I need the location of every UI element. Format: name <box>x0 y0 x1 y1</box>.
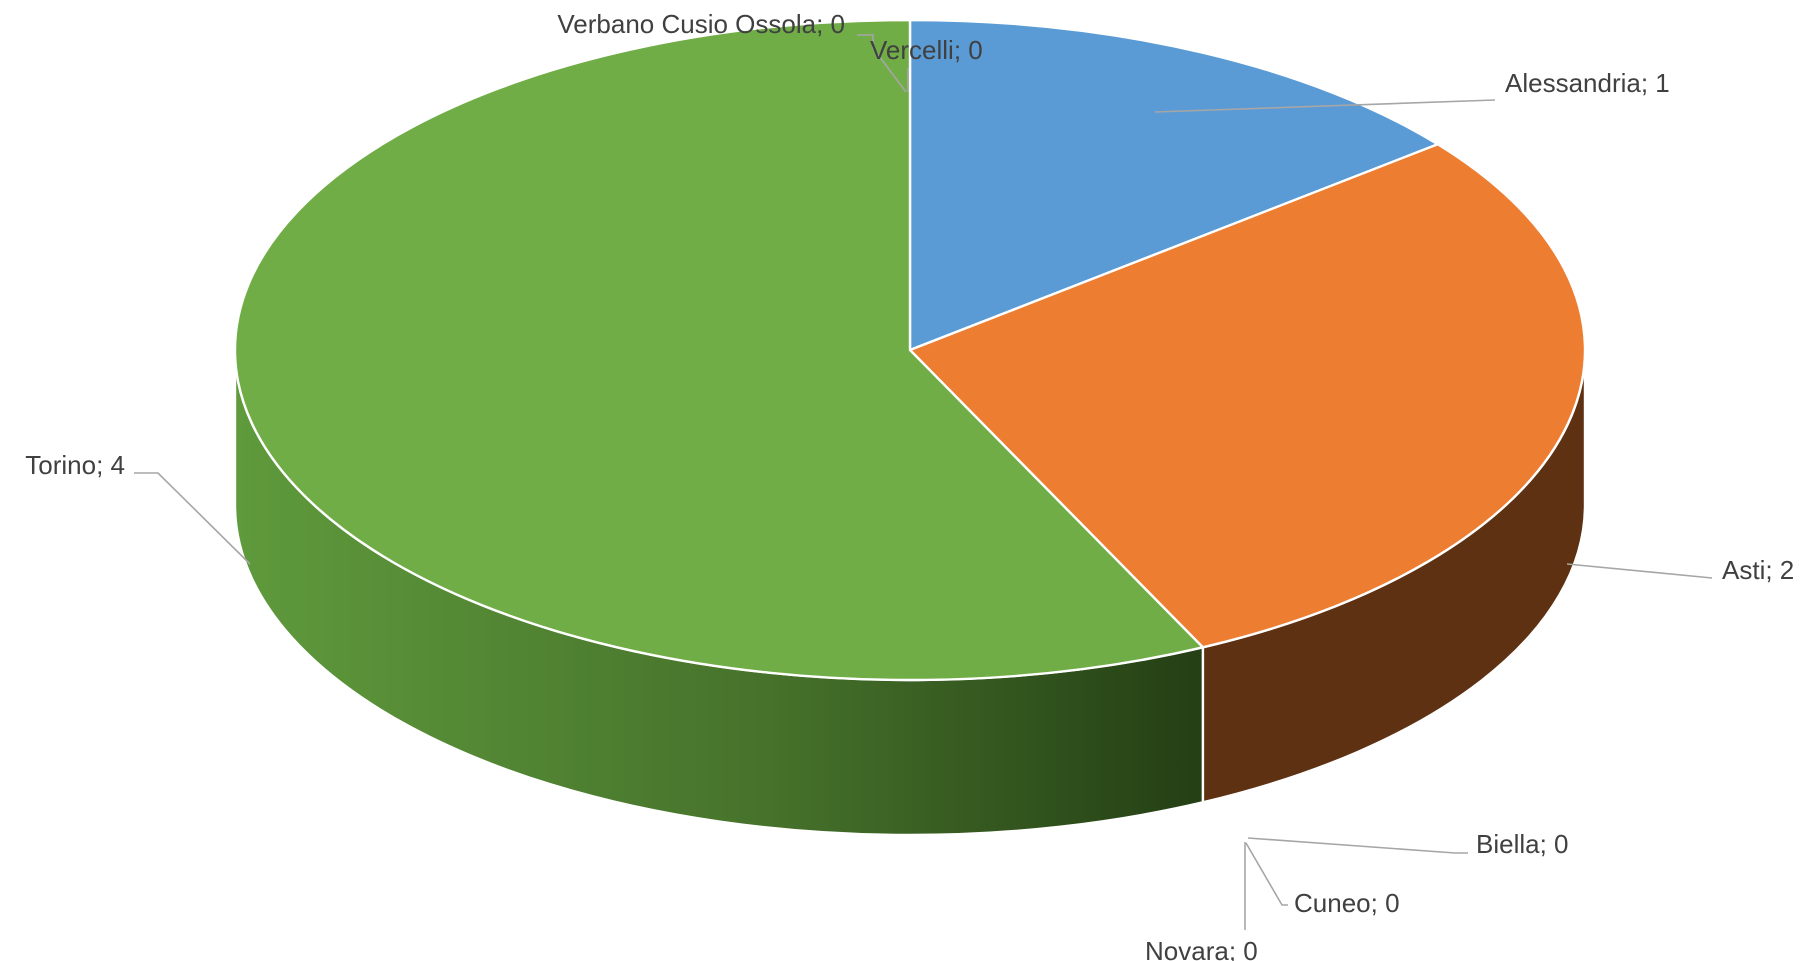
leader-line-cuneo <box>1245 842 1288 906</box>
pie-side-asti <box>1202 350 1586 803</box>
pie-slice-alessandria <box>908 18 1439 352</box>
leader-line-biella <box>1247 837 1468 854</box>
data-label-biella: Biella; 0 <box>1476 829 1569 859</box>
leader-line-asti <box>1566 563 1713 579</box>
data-label-vercelli: Vercelli; 0 <box>870 35 983 65</box>
pie-slice-asti <box>908 143 1587 649</box>
data-label-novara: Novara; 0 <box>1145 936 1258 961</box>
leader-line-torino <box>134 472 251 565</box>
data-label-alessandria: Alessandria; 1 <box>1505 68 1670 98</box>
leader-line-verbano-cusio-ossola <box>857 34 907 93</box>
pie-side-torino <box>235 350 1203 835</box>
data-label-cuneo: Cuneo; 0 <box>1294 888 1400 918</box>
label-leader-lines <box>134 34 1713 930</box>
data-labels: Alessandria; 1 Asti; 2 Biella; 0 Cuneo; 0 No… <box>25 9 1794 961</box>
data-label-asti: Asti; 2 <box>1722 555 1794 585</box>
pie-slice-torino <box>233 18 1205 682</box>
data-label-torino: Torino; 4 <box>25 450 125 480</box>
pie-top-faces <box>233 18 1587 682</box>
leader-line-alessandria <box>1154 99 1496 113</box>
data-label-verbano-cusio-ossola: Verbano Cusio Ossola; 0 <box>557 9 845 39</box>
